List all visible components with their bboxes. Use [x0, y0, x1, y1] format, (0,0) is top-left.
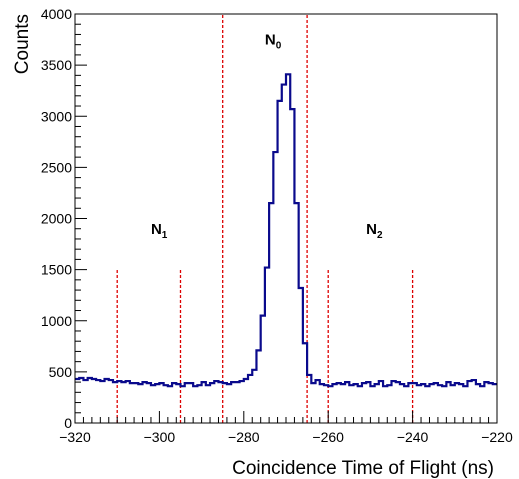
- region-markers: [116, 14, 414, 423]
- x-tick-labels: −320 −300 −280 −260 −240 −220: [59, 429, 513, 445]
- y-tick-label: 1500: [41, 262, 72, 278]
- y-tick-label: 2500: [41, 159, 72, 175]
- region-label-subscript: 1: [162, 230, 168, 241]
- y-tick-label: 500: [49, 364, 73, 380]
- y-tick-label: 3500: [41, 57, 72, 73]
- x-tick-label: −320: [59, 429, 91, 445]
- y-tick-label: 3000: [41, 108, 72, 124]
- y-tick-labels: 0 500 1000 1500 2000 2500 3000 3500 4000: [41, 6, 72, 431]
- y-tick-label: 0: [64, 415, 72, 431]
- x-tick-label: −240: [397, 429, 429, 445]
- axis-ticks: [74, 13, 498, 424]
- y-tick-label: 1000: [41, 313, 72, 329]
- region-label: N2: [366, 221, 383, 241]
- region-label: N1: [151, 221, 168, 241]
- x-tick-label: −260: [312, 429, 344, 445]
- histogram-series: [75, 73, 497, 388]
- x-tick-label: −280: [228, 429, 260, 445]
- x-axis-title: Coincidence Time of Flight (ns): [232, 458, 494, 479]
- x-tick-label: −220: [481, 429, 513, 445]
- region-label: N0: [265, 32, 282, 52]
- y-tick-label: 4000: [41, 6, 72, 22]
- region-label-subscript: 2: [377, 230, 383, 241]
- region-label-subscript: 0: [276, 41, 282, 52]
- region-annotations: N1 N0 N2: [151, 32, 383, 241]
- x-tick-label: −300: [144, 429, 176, 445]
- y-tick-label: 2000: [41, 211, 72, 227]
- y-axis-title: Counts: [12, 14, 33, 74]
